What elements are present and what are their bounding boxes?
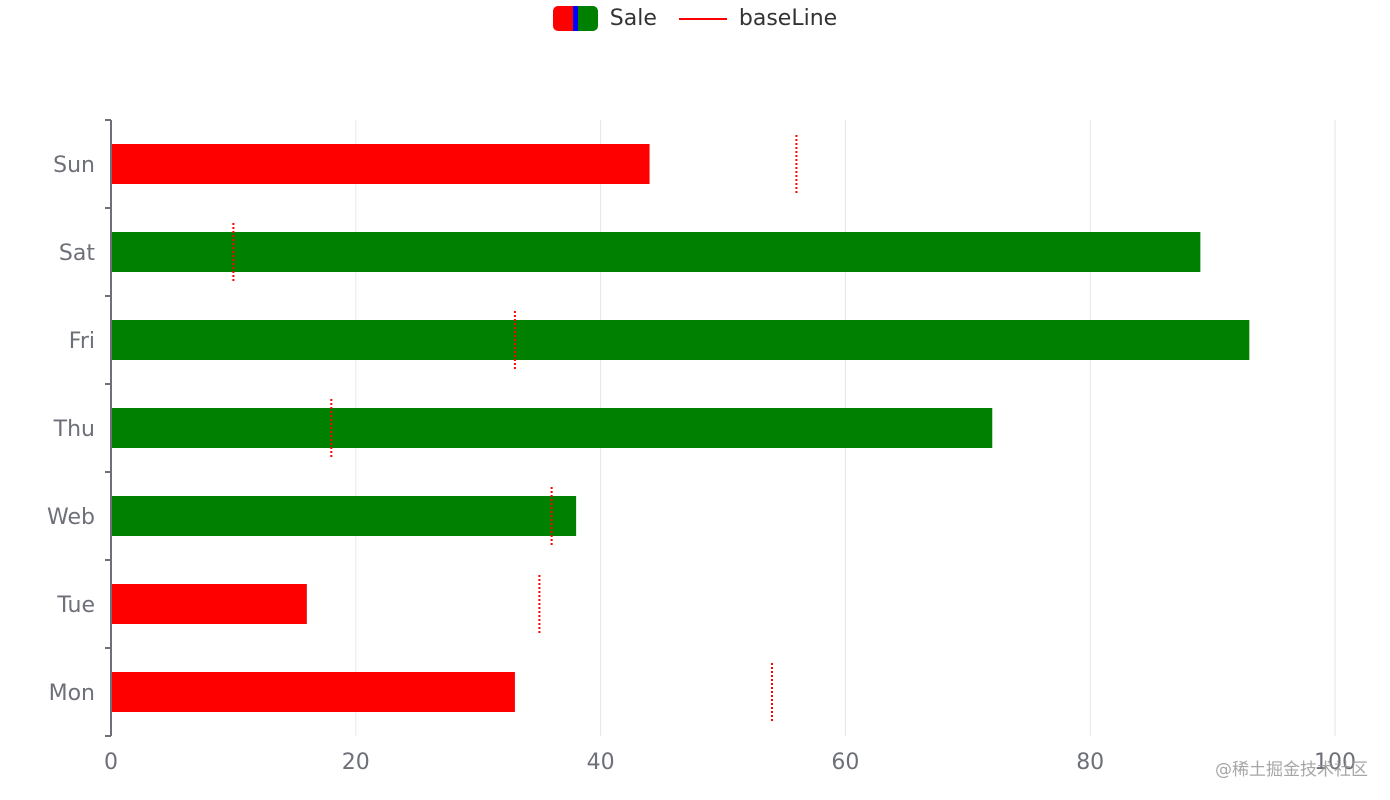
legend-item-sale[interactable]: Sale [552, 6, 657, 31]
baseline-line-icon [678, 17, 727, 20]
bar-tue[interactable] [111, 584, 307, 624]
sale-swatch-icon [552, 6, 598, 31]
y-tick-label: Sun [53, 153, 95, 178]
x-tick-label: 20 [342, 750, 370, 775]
bar-mon[interactable] [111, 672, 515, 712]
x-tick-label: 60 [831, 750, 859, 775]
y-tick-label: Fri [69, 329, 95, 354]
x-tick-label: 0 [104, 750, 118, 775]
legend-label-sale: Sale [609, 6, 657, 31]
legend-item-baseline[interactable]: baseLine [678, 6, 838, 31]
y-tick-label: Tue [56, 593, 95, 618]
bar-thu[interactable] [111, 408, 993, 448]
y-tick-label: Mon [49, 681, 95, 706]
legend-label-baseline: baseLine [738, 6, 838, 31]
bar-sat[interactable] [111, 232, 1201, 272]
y-tick-label: Thu [53, 417, 95, 442]
y-tick-label: Web [47, 505, 95, 530]
bar-sun[interactable] [111, 144, 650, 184]
bar-web[interactable] [111, 496, 577, 536]
x-tick-label: 100 [1314, 750, 1356, 775]
y-tick-label: Sat [59, 241, 95, 266]
watermark: @稀土掘金技术社区 [1215, 760, 1368, 780]
x-tick-label: 40 [587, 750, 615, 775]
chart-legend: Sale baseLine [0, 6, 1390, 31]
bar-fri[interactable] [111, 320, 1250, 360]
x-tick-label: 80 [1076, 750, 1104, 775]
